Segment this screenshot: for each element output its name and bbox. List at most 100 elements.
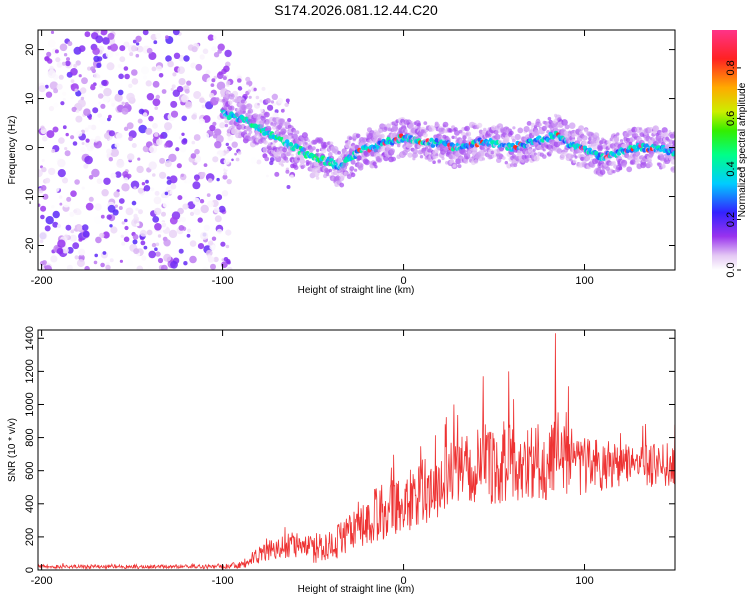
noise-blob xyxy=(154,190,160,196)
snr-xtick-label: -100 xyxy=(212,575,234,587)
noise-blob xyxy=(120,234,125,238)
signal-halo xyxy=(282,147,288,153)
noise-blob xyxy=(172,30,180,36)
noise-blob xyxy=(182,203,189,210)
noise-blob xyxy=(96,62,102,68)
spectrogram-ytick-label: 10 xyxy=(24,92,36,104)
noise-blob xyxy=(173,128,177,132)
signal-halo xyxy=(660,154,665,159)
noise-blob xyxy=(148,115,154,122)
noise-blob xyxy=(187,228,191,233)
noise-blob xyxy=(121,107,129,115)
noise-blob xyxy=(197,217,203,223)
noise-blob xyxy=(103,177,111,185)
noise-blob xyxy=(71,238,75,242)
noise-blob xyxy=(152,122,158,129)
signal-halo xyxy=(668,130,672,133)
signal-point xyxy=(284,139,290,144)
noise-blob xyxy=(156,65,162,72)
noise-blob xyxy=(153,40,158,45)
noise-blob xyxy=(153,196,162,205)
noise-blob xyxy=(256,159,262,165)
signal-halo xyxy=(299,158,306,165)
snr-ytick-label: 1000 xyxy=(24,392,36,416)
signal-halo xyxy=(672,155,675,160)
signal-halo xyxy=(266,144,273,150)
noise-blob xyxy=(235,157,240,162)
noise-blob xyxy=(286,185,291,189)
signal-halo xyxy=(315,176,320,180)
spectrogram-ytick-label: 20 xyxy=(24,43,36,55)
noise-blob xyxy=(40,214,45,220)
noise-blob xyxy=(257,102,260,106)
noise-blob xyxy=(231,158,234,162)
noise-blob xyxy=(170,260,178,269)
noise-blob xyxy=(106,148,112,155)
signal-halo xyxy=(569,158,573,162)
noise-blob xyxy=(99,116,107,124)
noise-blob xyxy=(225,74,229,78)
signal-halo xyxy=(228,105,233,111)
noise-blob xyxy=(88,196,94,202)
signal-halo xyxy=(497,139,503,145)
noise-blob xyxy=(210,83,215,87)
noise-blob xyxy=(103,132,111,140)
noise-blob xyxy=(118,73,124,80)
noise-blob xyxy=(160,264,168,270)
noise-blob xyxy=(55,57,61,63)
colorbar-tick-label: 0.4 xyxy=(725,161,737,176)
noise-blob xyxy=(209,244,216,251)
signal-halo xyxy=(571,133,576,138)
noise-blob xyxy=(58,74,64,80)
noise-blob xyxy=(123,177,129,183)
signal-halo xyxy=(599,169,606,175)
noise-blob xyxy=(277,98,284,104)
noise-blob xyxy=(131,45,138,52)
noise-blob xyxy=(47,69,56,79)
colorbar-axis: 0.0 0.2 0.4 0.6 0.8 xyxy=(725,60,741,278)
signal-halo xyxy=(490,150,495,155)
noise-blob xyxy=(118,206,123,210)
signal-halo xyxy=(435,153,439,157)
noise-blob xyxy=(287,118,292,123)
noise-blob xyxy=(202,266,209,270)
noise-blob xyxy=(142,30,149,36)
noise-blob xyxy=(114,93,123,102)
signal-halo xyxy=(224,123,229,128)
noise-blob xyxy=(70,96,74,100)
noise-blob xyxy=(159,171,167,179)
noise-blob xyxy=(176,85,184,93)
noise-blob xyxy=(191,114,197,120)
noise-blob xyxy=(92,107,99,114)
noise-blob xyxy=(82,230,90,238)
noise-blob xyxy=(189,240,197,247)
noise-blob xyxy=(216,81,226,91)
signal-halo xyxy=(581,140,588,147)
signal-halo xyxy=(259,124,265,129)
noise-blob xyxy=(200,204,209,214)
noise-blob xyxy=(221,190,229,197)
noise-blob xyxy=(88,116,92,120)
noise-blob xyxy=(71,225,76,229)
signal-halo xyxy=(355,133,361,139)
noise-blob xyxy=(262,160,268,165)
noise-blob xyxy=(42,260,47,265)
noise-blob xyxy=(214,128,222,136)
signal-halo xyxy=(670,166,675,173)
noise-blob xyxy=(267,104,274,111)
noise-blob xyxy=(43,265,53,270)
signal-halo xyxy=(504,161,508,165)
signal-halo xyxy=(407,152,413,158)
signal-halo xyxy=(417,144,421,149)
noise-blob xyxy=(190,153,197,159)
signal-halo xyxy=(616,132,620,136)
noise-blob xyxy=(114,142,120,148)
noise-blob xyxy=(143,245,148,250)
signal-halo xyxy=(613,135,620,141)
noise-blob xyxy=(218,205,226,213)
spectrogram-xlabel: Height of straight line (km) xyxy=(298,285,415,296)
noise-blob xyxy=(196,204,201,208)
figure-title: S174.2026.081.12.44.C20 xyxy=(274,2,438,18)
